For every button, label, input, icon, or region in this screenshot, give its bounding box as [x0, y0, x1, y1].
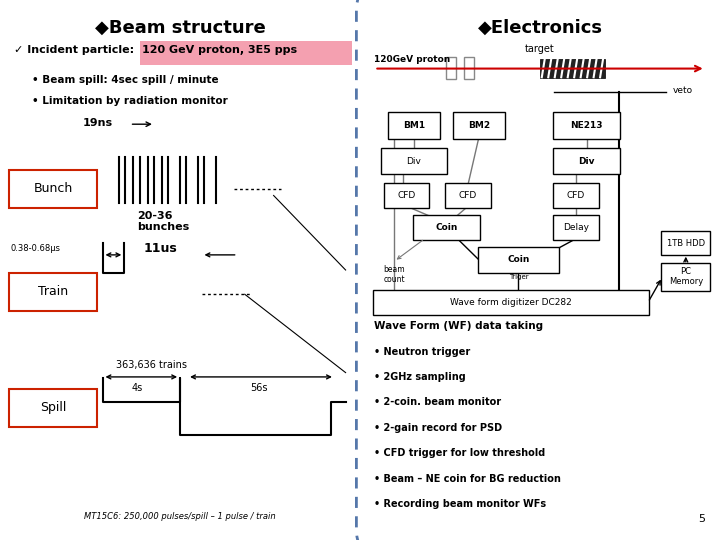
- Text: 11us: 11us: [144, 242, 178, 255]
- Text: Coin: Coin: [507, 255, 530, 264]
- Text: • Limitation by radiation monitor: • Limitation by radiation monitor: [32, 96, 228, 106]
- Text: • 2GHz sampling: • 2GHz sampling: [374, 372, 466, 382]
- Text: 120 GeV proton, 3E5 pps: 120 GeV proton, 3E5 pps: [143, 45, 297, 56]
- FancyBboxPatch shape: [464, 57, 474, 79]
- FancyBboxPatch shape: [661, 231, 710, 255]
- FancyBboxPatch shape: [554, 215, 599, 240]
- Text: • Neutron trigger: • Neutron trigger: [374, 347, 471, 357]
- FancyBboxPatch shape: [446, 57, 456, 79]
- Text: • 2-coin. beam monitor: • 2-coin. beam monitor: [374, 397, 502, 408]
- Text: CFD: CFD: [567, 191, 585, 200]
- Text: Delay: Delay: [563, 224, 589, 232]
- Text: • 2-gain record for PSD: • 2-gain record for PSD: [374, 423, 503, 433]
- Text: 20-36
bunches: 20-36 bunches: [137, 211, 189, 232]
- Text: • Beam spill: 4sec spill / minute: • Beam spill: 4sec spill / minute: [32, 75, 219, 85]
- FancyBboxPatch shape: [373, 290, 649, 315]
- Text: Wave form digitizer DC282: Wave form digitizer DC282: [450, 298, 572, 307]
- Text: 1TB HDD: 1TB HDD: [667, 239, 705, 247]
- Text: MT15C6: 250,000 pulses/spill – 1 pulse / train: MT15C6: 250,000 pulses/spill – 1 pulse /…: [84, 512, 276, 521]
- Text: CFD: CFD: [459, 191, 477, 200]
- Text: BM1: BM1: [403, 121, 425, 130]
- FancyBboxPatch shape: [445, 183, 491, 208]
- FancyBboxPatch shape: [478, 247, 559, 273]
- FancyBboxPatch shape: [554, 112, 621, 139]
- FancyBboxPatch shape: [9, 389, 97, 427]
- Text: CFD: CFD: [397, 191, 416, 200]
- Text: 0.38-0.68μs: 0.38-0.68μs: [11, 244, 60, 253]
- Text: Div: Div: [579, 157, 595, 166]
- FancyBboxPatch shape: [554, 183, 599, 208]
- Text: Wave Form (WF) data taking: Wave Form (WF) data taking: [374, 321, 544, 332]
- Text: ✓ Incident particle:: ✓ Incident particle:: [14, 45, 138, 56]
- FancyBboxPatch shape: [380, 148, 448, 174]
- FancyBboxPatch shape: [356, 0, 720, 540]
- Text: 363,636 trains: 363,636 trains: [116, 360, 186, 370]
- Text: NE213: NE213: [570, 121, 603, 130]
- Text: Spill: Spill: [40, 401, 66, 414]
- FancyBboxPatch shape: [661, 263, 710, 291]
- Text: ◆Beam structure: ◆Beam structure: [94, 19, 266, 37]
- FancyBboxPatch shape: [9, 273, 97, 310]
- Text: 5: 5: [698, 514, 706, 524]
- Text: ◆Electronics: ◆Electronics: [477, 19, 603, 37]
- FancyBboxPatch shape: [413, 215, 480, 240]
- FancyBboxPatch shape: [140, 41, 351, 65]
- Text: PC
Memory: PC Memory: [669, 267, 703, 286]
- Text: beam
count: beam count: [383, 265, 405, 284]
- FancyBboxPatch shape: [540, 59, 606, 78]
- FancyBboxPatch shape: [0, 0, 364, 540]
- FancyBboxPatch shape: [452, 112, 505, 139]
- Text: Triger: Triger: [508, 274, 528, 280]
- Text: Bunch: Bunch: [34, 183, 73, 195]
- Text: • Beam – NE coin for BG reduction: • Beam – NE coin for BG reduction: [374, 474, 562, 484]
- Text: Coin: Coin: [435, 224, 458, 232]
- Text: Div: Div: [407, 157, 421, 166]
- FancyBboxPatch shape: [9, 170, 97, 208]
- Text: • Recording beam monitor WFs: • Recording beam monitor WFs: [374, 499, 546, 509]
- Text: 120GeV proton: 120GeV proton: [374, 55, 451, 64]
- Text: target: target: [525, 44, 555, 55]
- FancyBboxPatch shape: [388, 112, 441, 139]
- Text: veto: veto: [673, 86, 693, 95]
- Text: 19ns: 19ns: [83, 118, 113, 128]
- Text: 4s: 4s: [131, 383, 143, 394]
- Text: BM2: BM2: [468, 121, 490, 130]
- FancyBboxPatch shape: [384, 183, 429, 208]
- FancyBboxPatch shape: [554, 148, 621, 174]
- Text: Train: Train: [38, 285, 68, 298]
- Text: 56s: 56s: [251, 383, 268, 394]
- Text: • CFD trigger for low threshold: • CFD trigger for low threshold: [374, 448, 546, 458]
